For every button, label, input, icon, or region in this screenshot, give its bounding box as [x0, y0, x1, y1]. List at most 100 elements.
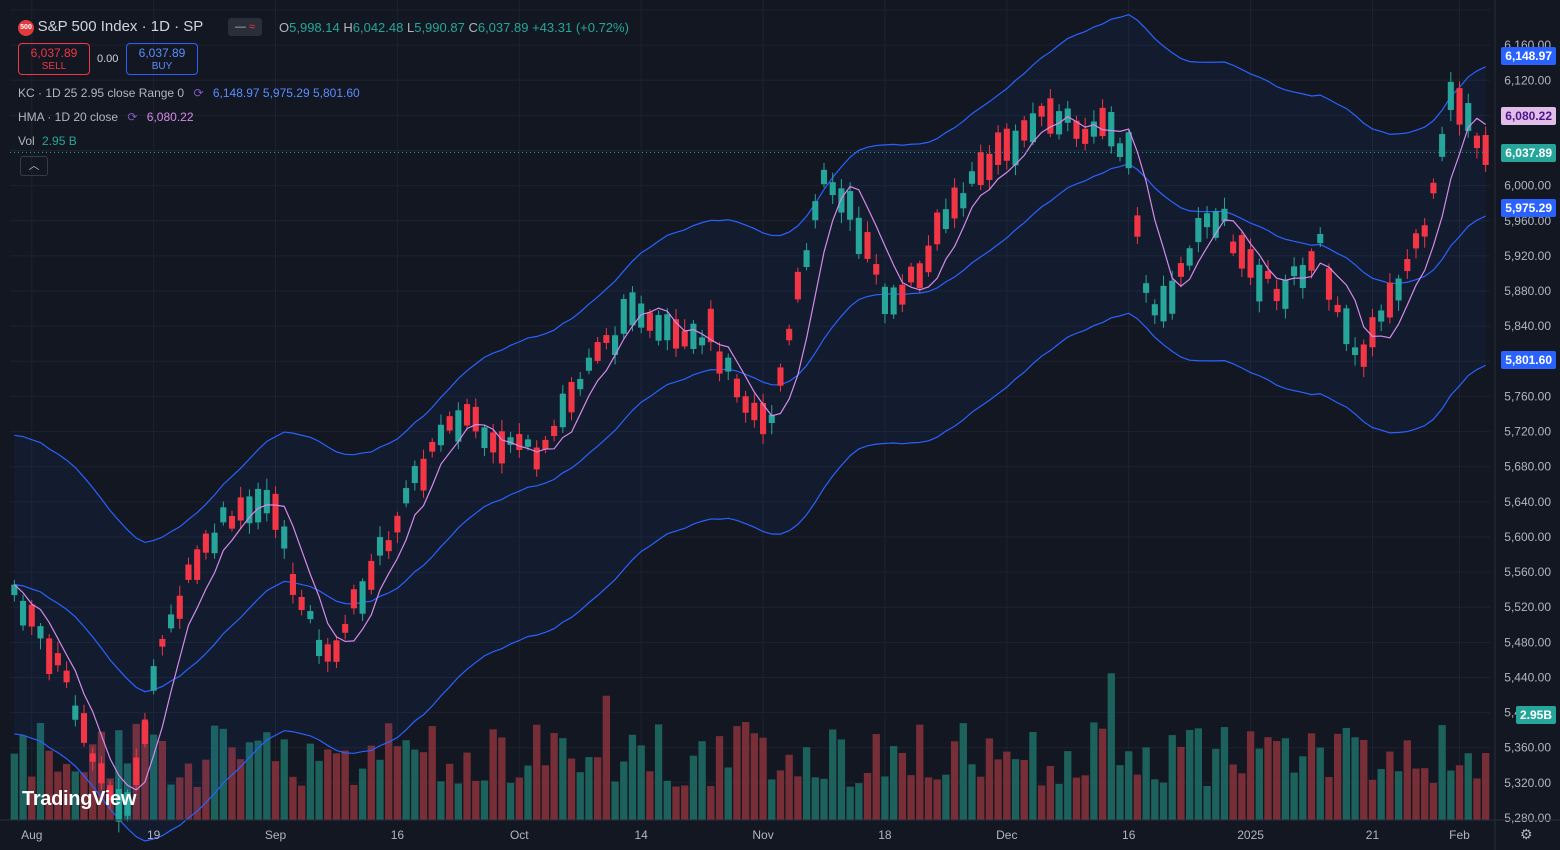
- volume-bar: [924, 777, 933, 820]
- candle-body: [899, 284, 906, 305]
- volume-bar: [1229, 764, 1237, 820]
- hma-legend[interactable]: HMA · 1D 20 close ⟳ 6,080.22: [18, 110, 194, 124]
- volume-bar: [733, 726, 741, 820]
- kc-upper-tag: 6,148.97: [1501, 47, 1556, 65]
- candle-body: [1334, 304, 1341, 313]
- x-tick-label: 18: [878, 828, 892, 842]
- sell-button[interactable]: 6,037.89 SELL: [18, 43, 90, 75]
- candle-body: [838, 188, 845, 213]
- volume-bar: [724, 767, 732, 820]
- volume-bar: [36, 722, 45, 820]
- y-tick-label: 5,920.00: [1504, 249, 1551, 263]
- low-value: 5,990.87: [414, 20, 465, 35]
- chevron-up-icon[interactable]: ︿: [20, 156, 48, 176]
- candle-body: [107, 785, 114, 801]
- candle-body: [881, 286, 888, 315]
- candle-body: [1325, 268, 1332, 300]
- volume-bar: [1421, 768, 1429, 820]
- eye-icon[interactable]: — ≈: [228, 18, 262, 36]
- time-axis: Aug 19 Sep 16 Oct 14 Nov 18 Dec 16 2025 21 Feb: [0, 819, 1560, 842]
- volume-bar: [62, 763, 71, 820]
- x-tick-label: Nov: [752, 828, 773, 842]
- candle-body: [333, 640, 340, 662]
- candle-body: [228, 516, 236, 529]
- symbol-title[interactable]: S&P 500 Index · 1D · SP: [37, 18, 204, 35]
- candle-body: [80, 713, 88, 743]
- candle-body: [490, 432, 497, 453]
- candle-body: [1360, 344, 1367, 367]
- volume-bar: [959, 723, 967, 820]
- volume-bar: [872, 734, 880, 820]
- candle-body: [185, 564, 192, 580]
- volume-bar: [1046, 766, 1055, 820]
- x-tick-label: 2025: [1237, 828, 1264, 842]
- gear-icon[interactable]: ⚙: [1520, 826, 1533, 842]
- candle-body: [455, 410, 462, 442]
- volume-bar: [1290, 772, 1298, 820]
- candle-body: [559, 393, 566, 428]
- kc-lower-tag: 5,801.60: [1501, 351, 1556, 369]
- candle-body: [742, 396, 749, 413]
- candle-body: [1465, 103, 1472, 131]
- volume-bar: [1246, 731, 1255, 820]
- volume-bar: [1203, 785, 1211, 820]
- y-tick-label: 5,440.00: [1504, 670, 1551, 684]
- candle-body: [1195, 217, 1202, 243]
- x-tick-label: Feb: [1449, 828, 1470, 842]
- volume-bar: [280, 739, 288, 820]
- spread-value: 0.00: [97, 53, 119, 65]
- volume-bar: [811, 777, 819, 820]
- volume-bar: [1481, 752, 1490, 820]
- volume-bar: [1116, 765, 1124, 820]
- y-tick-label: 5,480.00: [1504, 635, 1551, 649]
- volume-bar: [620, 761, 628, 820]
- volume-bar: [1377, 769, 1385, 820]
- buy-button[interactable]: 6,037.89 BUY: [126, 43, 198, 75]
- x-tick-label: 21: [1366, 828, 1380, 842]
- candle-body: [194, 549, 201, 580]
- volume-bar: [663, 780, 671, 820]
- gear-icon[interactable]: ⟳: [127, 110, 138, 124]
- volume-bar: [1342, 727, 1351, 820]
- candle-body: [1064, 108, 1071, 123]
- candle-body: [72, 705, 79, 720]
- volume-bar: [602, 695, 611, 820]
- volume-bar: [1212, 748, 1220, 820]
- volume-bar: [367, 745, 375, 820]
- volume-bar: [237, 759, 245, 820]
- volume-bar: [158, 740, 167, 820]
- change-value: +43.31 (+0.72%): [532, 20, 629, 35]
- candle-body: [1404, 259, 1411, 272]
- volume-bar: [1064, 751, 1072, 820]
- volume-bar: [1273, 741, 1281, 820]
- volume-bar: [855, 783, 863, 820]
- volume-bar: [1403, 740, 1411, 820]
- volume-bar: [1029, 732, 1037, 820]
- candle-body: [1378, 310, 1385, 322]
- kc-legend[interactable]: KC · 1D 25 2.95 close Range 0 ⟳ 6,148.97…: [18, 86, 360, 100]
- gear-icon[interactable]: ⟳: [193, 86, 204, 100]
- volume-bar: [463, 752, 471, 820]
- candle-body: [908, 266, 915, 283]
- volume-bar: [1455, 765, 1464, 820]
- candle-body: [577, 378, 584, 390]
- candle-body: [1143, 283, 1150, 293]
- volume-bar: [428, 726, 436, 820]
- vol-label: Vol: [18, 134, 35, 148]
- volume-bar: [567, 758, 576, 820]
- x-tick-label: 16: [391, 828, 405, 842]
- volume-bar: [402, 740, 410, 820]
- candle-body: [420, 458, 427, 491]
- volume-bar: [846, 786, 854, 820]
- candle-body: [960, 193, 967, 209]
- vol-legend[interactable]: Vol 2.95 B: [18, 134, 77, 148]
- volume-bar: [628, 734, 637, 820]
- candle-body: [46, 638, 53, 674]
- close-value: 6,037.89: [477, 20, 529, 35]
- candle-body: [986, 153, 993, 180]
- y-tick-label: 5,600.00: [1504, 530, 1551, 544]
- volume-bar: [1072, 777, 1081, 820]
- volume-bar: [411, 749, 419, 820]
- tradingview-logo: TradingView: [22, 788, 137, 810]
